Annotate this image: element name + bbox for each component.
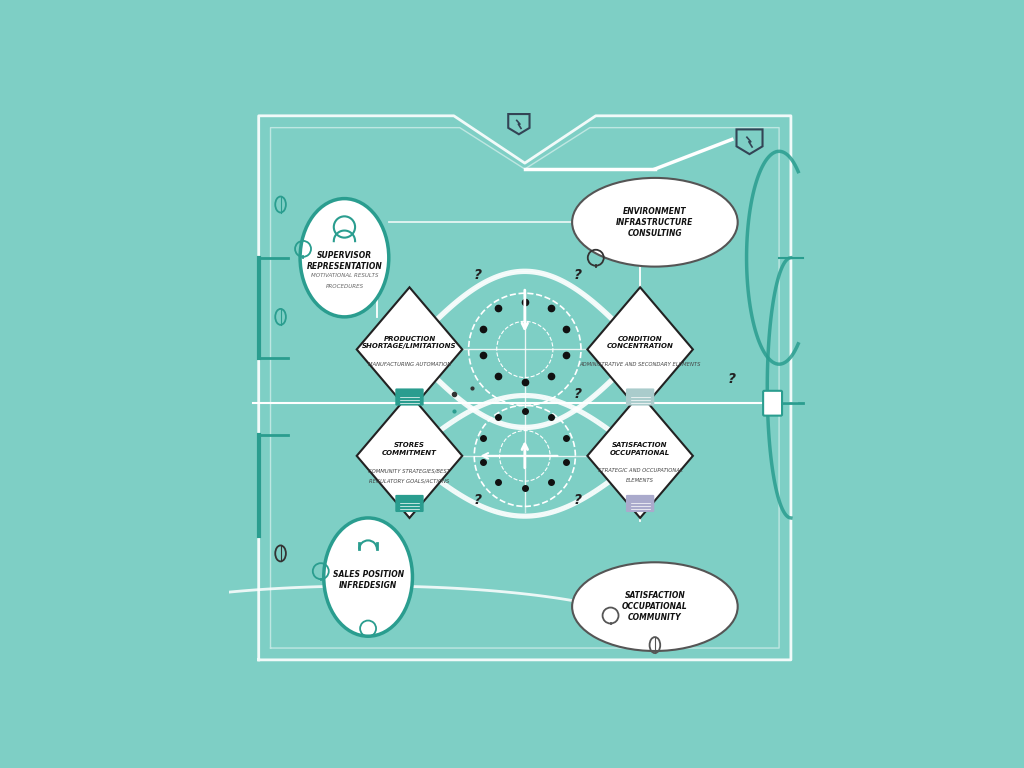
Text: STORES
COMMITMENT: STORES COMMITMENT (382, 442, 437, 455)
Text: CONDITION
CONCENTRATION: CONDITION CONCENTRATION (606, 336, 674, 349)
Text: ELEMENTS: ELEMENTS (626, 478, 654, 483)
Text: ?: ? (728, 372, 736, 386)
FancyBboxPatch shape (626, 495, 654, 512)
FancyBboxPatch shape (626, 389, 654, 406)
Ellipse shape (300, 199, 389, 317)
Text: COMMUNITY STRATEGIES/BEST: COMMUNITY STRATEGIES/BEST (369, 468, 451, 473)
Text: ?: ? (473, 493, 481, 507)
Polygon shape (356, 394, 462, 518)
Text: ENVIRONMENT
INFRASTRUCTURE
CONSULTING: ENVIRONMENT INFRASTRUCTURE CONSULTING (616, 207, 693, 238)
Text: SALES POSITION
INFREDESIGN: SALES POSITION INFREDESIGN (333, 570, 403, 590)
Text: SATISFACTION
OCCUPATIONAL
COMMUNITY: SATISFACTION OCCUPATIONAL COMMUNITY (622, 591, 688, 622)
Text: SATISFACTION
OCCUPATIONAL: SATISFACTION OCCUPATIONAL (610, 442, 671, 455)
Text: ?: ? (574, 269, 582, 283)
Text: ?: ? (574, 493, 582, 507)
Text: MOTIVATIONAL RESULTS: MOTIVATIONAL RESULTS (310, 273, 378, 278)
Text: STRATEGIC AND OCCUPATIONAL: STRATEGIC AND OCCUPATIONAL (598, 468, 682, 473)
Text: REGULATORY GOALS/ACTIONS: REGULATORY GOALS/ACTIONS (370, 478, 450, 483)
Ellipse shape (324, 518, 413, 636)
Text: SUPERVISOR
REPRESENTATION: SUPERVISOR REPRESENTATION (306, 250, 382, 271)
Polygon shape (356, 287, 462, 412)
Text: PROCEDURES: PROCEDURES (326, 283, 364, 289)
Polygon shape (588, 394, 693, 518)
FancyBboxPatch shape (395, 495, 424, 512)
Ellipse shape (572, 562, 737, 651)
FancyBboxPatch shape (763, 391, 782, 415)
Text: PRODUCTION
SHORTAGE/LIMITATIONS: PRODUCTION SHORTAGE/LIMITATIONS (362, 336, 457, 349)
Ellipse shape (572, 178, 737, 266)
Text: MANUFACTURING AUTOMATION: MANUFACTURING AUTOMATION (368, 362, 451, 366)
Text: ?: ? (574, 387, 582, 401)
Text: ?: ? (473, 269, 481, 283)
Text: ADMINISTRATIVE AND SECONDARY ELEMENTS: ADMINISTRATIVE AND SECONDARY ELEMENTS (580, 362, 700, 366)
Polygon shape (588, 287, 693, 412)
FancyBboxPatch shape (395, 389, 424, 406)
